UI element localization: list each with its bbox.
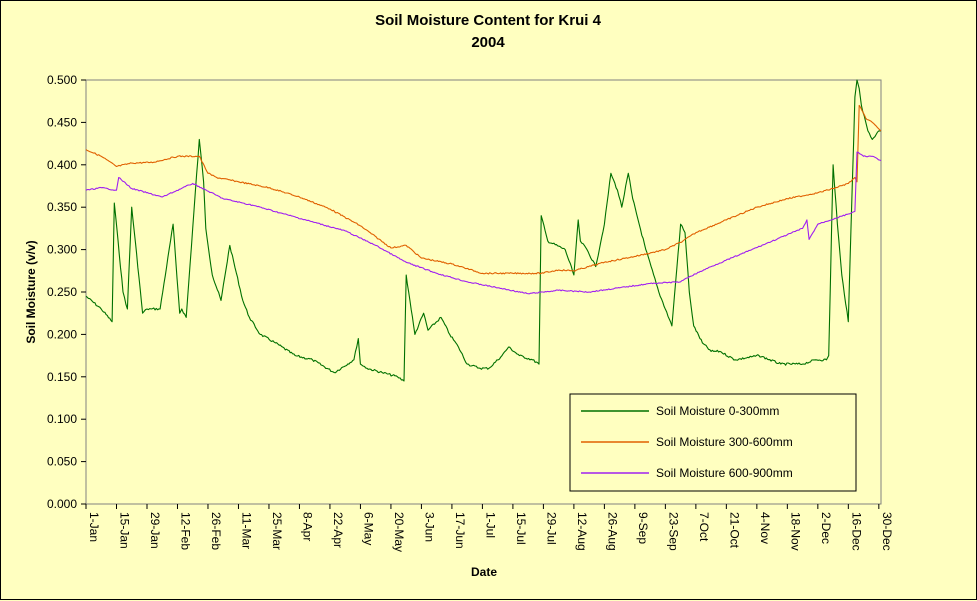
x-tick-label: 21-Oct — [727, 512, 741, 549]
legend-label-0-300mm: Soil Moisture 0-300mm — [656, 404, 779, 418]
x-axis: 1-Jan 15-Jan 29-Jan 12-Feb 26-Feb 11-Mar 25-Ma… — [85, 504, 894, 552]
legend: Soil Moisture 0-300mm Soil Moisture 300-… — [569, 393, 857, 492]
legend-label-300-600mm: Soil Moisture 300-600mm — [656, 435, 793, 449]
y-axis: 0.000 0.050 0.100 0.150 0.200 0.250 0.300 0.350… — [47, 73, 86, 511]
x-tick-label: 6-May — [361, 512, 375, 545]
x-tick-label: 7-Oct — [697, 512, 711, 542]
y-tick-label: 0.300 — [47, 243, 77, 257]
y-tick-label: 0.000 — [47, 497, 77, 511]
series-line-600-900mm — [85, 151, 882, 295]
x-tick-label: 17-Jun — [453, 512, 467, 549]
x-tick-label: 18-Nov — [788, 512, 802, 551]
x-tick-label: 11-Mar — [239, 512, 253, 549]
x-tick-label: 1-Jan — [87, 512, 101, 542]
x-tick-label: 16-Dec — [849, 512, 863, 551]
x-tick-label: 1-Jul — [483, 512, 497, 538]
x-tick-label: 3-Jun — [422, 512, 436, 542]
chart-subtitle: 2004 — [471, 34, 505, 51]
series-line-0-300mm — [85, 79, 881, 382]
x-tick-label: 15-Jul — [514, 512, 528, 545]
x-tick-label: 26-Feb — [209, 512, 223, 550]
x-tick-label: 20-May — [392, 512, 406, 552]
y-tick-label: 0.450 — [47, 115, 77, 129]
chart-title: Soil Moisture Content for Krui 4 — [375, 12, 601, 29]
y-tick-label: 0.100 — [47, 412, 77, 426]
x-tick-label: 12-Feb — [178, 512, 192, 550]
x-tick-label: 9-Sep — [636, 512, 650, 544]
legend-label-600-900mm: Soil Moisture 600-900mm — [656, 466, 793, 480]
y-tick-label: 0.500 — [47, 73, 77, 87]
series-layer — [85, 79, 882, 382]
x-tick-label: 29-Jul — [544, 512, 558, 545]
x-tick-label: 29-Jan — [148, 512, 162, 549]
x-tick-label: 4-Nov — [758, 512, 772, 544]
x-tick-label: 12-Aug — [575, 512, 589, 551]
y-axis-title: Soil Moisture (v/v) — [24, 240, 38, 343]
y-tick-label: 0.250 — [47, 285, 77, 299]
y-tick-label: 0.350 — [47, 200, 77, 214]
x-tick-label: 23-Sep — [666, 512, 680, 551]
x-tick-label: 22-Apr — [331, 512, 345, 548]
x-tick-label: 15-Jan — [117, 512, 131, 549]
x-tick-label: 2-Dec — [819, 512, 833, 544]
x-tick-label: 25-Mar — [270, 512, 284, 550]
x-axis-title: Date — [471, 565, 497, 579]
y-tick-label: 0.400 — [47, 158, 77, 172]
y-tick-label: 0.200 — [47, 327, 77, 341]
x-tick-label: 26-Aug — [605, 512, 619, 551]
x-tick-label: 30-Dec — [880, 512, 894, 551]
series-line-300-600mm — [85, 104, 882, 275]
x-tick-label: 8-Apr — [300, 512, 314, 541]
y-tick-label: 0.050 — [47, 455, 77, 469]
y-tick-label: 0.150 — [47, 370, 77, 384]
